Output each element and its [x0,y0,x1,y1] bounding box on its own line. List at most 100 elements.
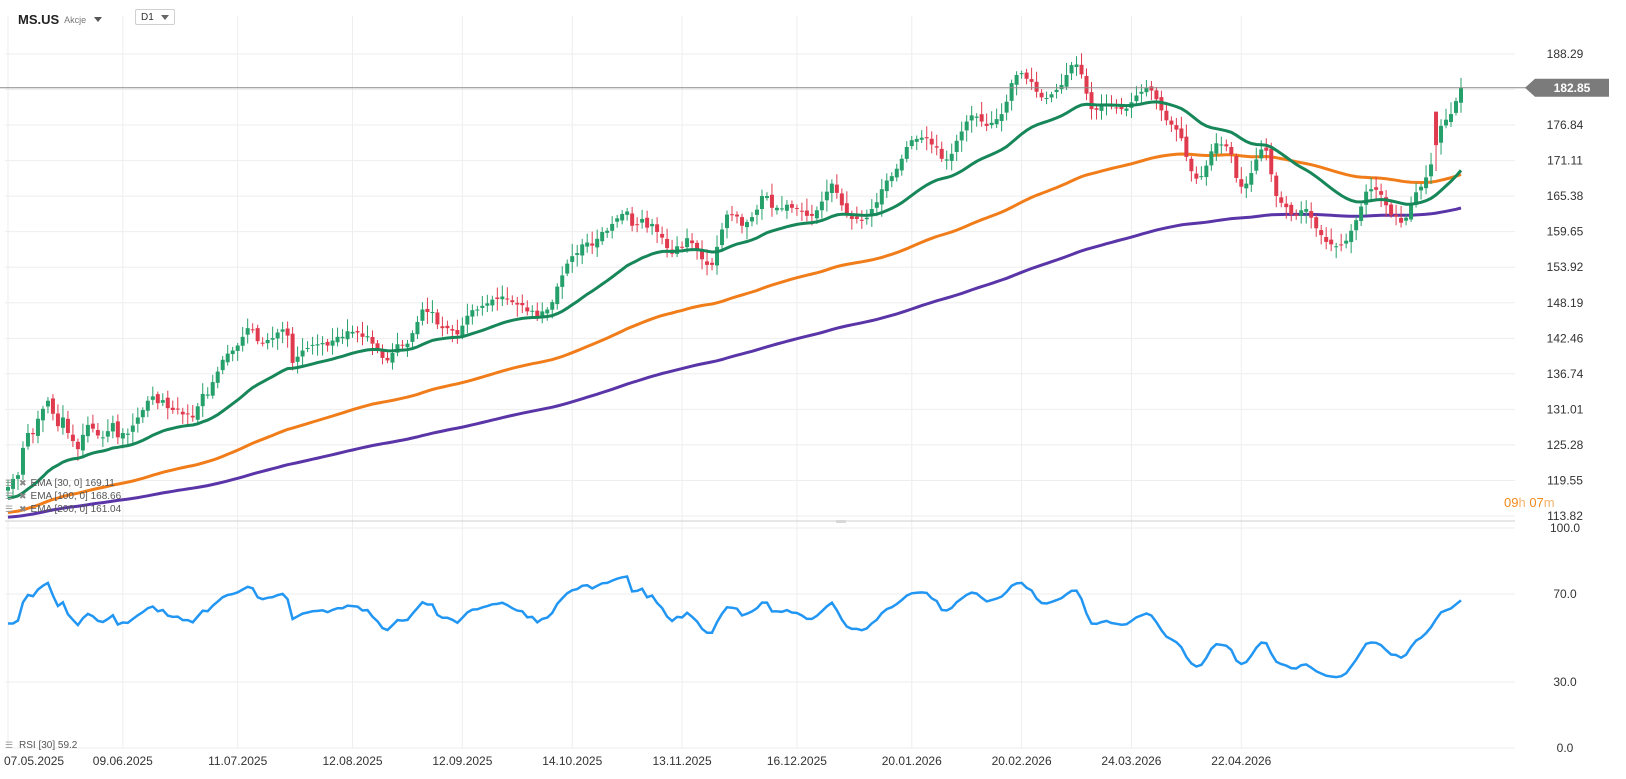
candle-body [774,207,779,211]
candle-body [680,246,685,248]
y-tick-label: 188.29 [1547,47,1584,61]
drag-handle-icon[interactable]: ☰ [5,477,14,488]
drag-handle-icon[interactable]: ☰ [5,490,14,501]
candle-body [310,344,315,346]
candle-body [1444,119,1449,126]
candle-body [510,300,515,303]
candle-body [1454,101,1459,113]
candle-body [85,424,90,437]
candle-body [794,207,799,209]
candle-body [1239,179,1244,187]
candle-body [999,114,1004,121]
candle-body [115,421,120,438]
candle-body [195,406,200,420]
y-tick-label: 171.11 [1547,154,1583,168]
timeframe-select[interactable]: D1 [135,9,175,25]
candle-body [1389,204,1394,216]
candle-body [275,332,280,339]
candle-body [480,305,485,308]
candle-body [355,331,360,333]
timer-m-unit: m [1543,495,1555,510]
x-tick-label: 24.03.2026 [1101,754,1161,768]
close-icon[interactable]: ✖ [19,477,27,488]
candle-body [779,208,784,210]
candle-body [1134,95,1139,102]
legend-ema100[interactable]: ☰ ✖ EMA [100, 0] 168.66 [5,490,121,502]
candles-layer [6,53,1463,499]
candle-body [1019,73,1024,75]
candle-body [535,310,540,317]
candle-body [160,400,165,403]
candle-body [869,209,874,217]
candle-body [255,328,260,342]
candle-body [1434,111,1439,146]
candle-body [515,302,520,305]
candle-body [849,216,854,219]
legend-ema200[interactable]: ☰ ✖ EMA [200, 0] 161.04 [5,503,121,515]
candle-body [575,253,580,255]
candle-body [435,312,440,325]
candle-body [819,201,824,211]
candle-body [844,203,849,216]
candle-body [889,176,894,182]
candle-body [1209,151,1214,166]
candle-body [285,328,290,336]
candle-body [834,184,839,193]
candle-body [200,393,205,407]
candle-body [784,204,789,211]
candle-body [65,418,70,433]
candle-body [1174,125,1179,130]
candle-body [420,309,425,321]
candle-body [1234,156,1239,179]
candle-body [1459,88,1463,103]
candle-body [1299,210,1304,216]
candle-body [570,256,575,262]
candle-body [295,356,300,362]
candle-body [944,159,949,161]
candle-body [1004,101,1009,113]
symbol-dropdown-icon[interactable] [94,16,103,22]
candle-body [1179,128,1184,139]
candle-body [550,302,555,310]
candle-body [635,224,640,226]
candle-body [375,343,380,350]
drag-handle-icon[interactable]: ☰ [5,503,14,514]
legend-ema30[interactable]: ☰ ✖ EMA [30, 0] 169.11 [5,477,115,489]
candle-body [315,344,320,346]
chevron-down-icon[interactable] [161,14,169,20]
legend-rsi[interactable]: ☰ RSI [30] 59.2 [5,739,77,751]
candle-body [695,242,700,250]
candle-body [919,137,924,140]
candle-body [630,213,635,226]
timeframe-value: D1 [141,11,154,23]
legend-ema200-label: EMA [200, 0] 161.04 [30,503,122,515]
candle-body [1204,165,1209,178]
candle-body [565,263,570,274]
candle-body [749,217,754,222]
candle-body [540,311,545,316]
candle-body [365,336,370,338]
candle-body [6,486,10,491]
symbol-name[interactable]: MS.US [18,11,60,27]
close-icon[interactable]: ✖ [19,490,27,501]
candle-body [90,423,95,429]
candle-body [864,217,869,220]
symbol-header[interactable]: MS.US Akcje [18,8,103,30]
ema30-layer [7,100,1463,501]
y-tick-label: 125.28 [1547,438,1584,452]
candle-body [874,202,879,208]
drag-handle-icon[interactable]: ☰ [5,739,14,750]
candle-body [110,423,115,432]
candle-body [824,191,829,201]
candle-body [100,437,105,439]
close-icon[interactable]: ✖ [19,503,27,514]
candle-body [270,338,275,340]
candle-body [235,345,240,351]
candle-body [700,249,705,260]
legend-ema100-label: EMA [100, 0] 168.66 [30,490,122,502]
candle-body [645,217,650,228]
candle-body [220,359,225,371]
candle-body [1014,75,1019,85]
